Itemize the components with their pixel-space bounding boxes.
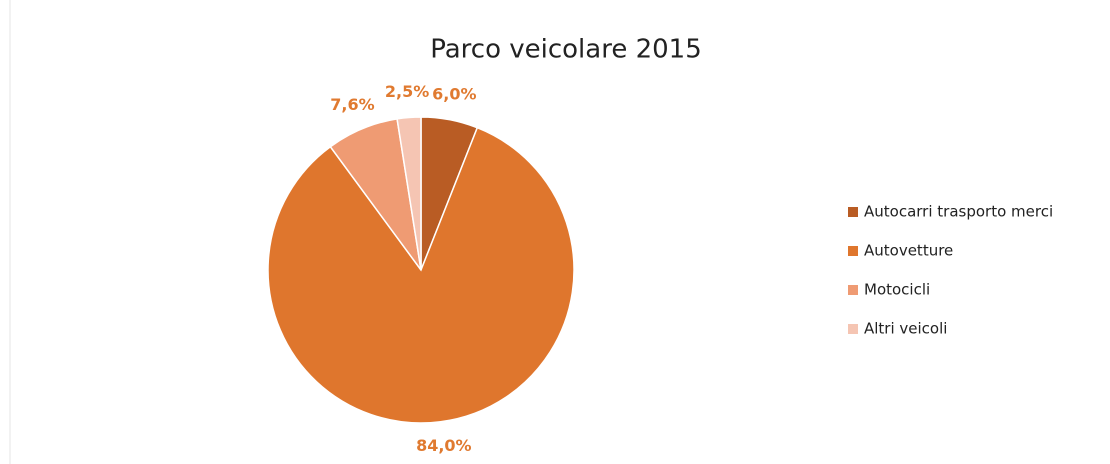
legend-label: Autovetture (864, 242, 953, 260)
legend-label: Motocicli (864, 281, 930, 299)
legend-label: Autocarri trasporto merci (864, 203, 1053, 221)
pie-slice (267, 126, 575, 424)
legend-swatch (848, 285, 858, 295)
data-label: 7,6% (330, 95, 374, 114)
legend-swatch (848, 207, 858, 217)
pie-slice (396, 116, 422, 271)
legend-swatch (848, 324, 858, 334)
data-label: 84,0% (416, 436, 472, 455)
chart-title: Parco veicolare 2015 (430, 35, 702, 65)
legend-swatch (848, 246, 858, 256)
legend-label: Altri veicoli (864, 320, 947, 338)
data-label: 2,5% (385, 82, 429, 101)
data-label: 6,0% (432, 85, 476, 104)
